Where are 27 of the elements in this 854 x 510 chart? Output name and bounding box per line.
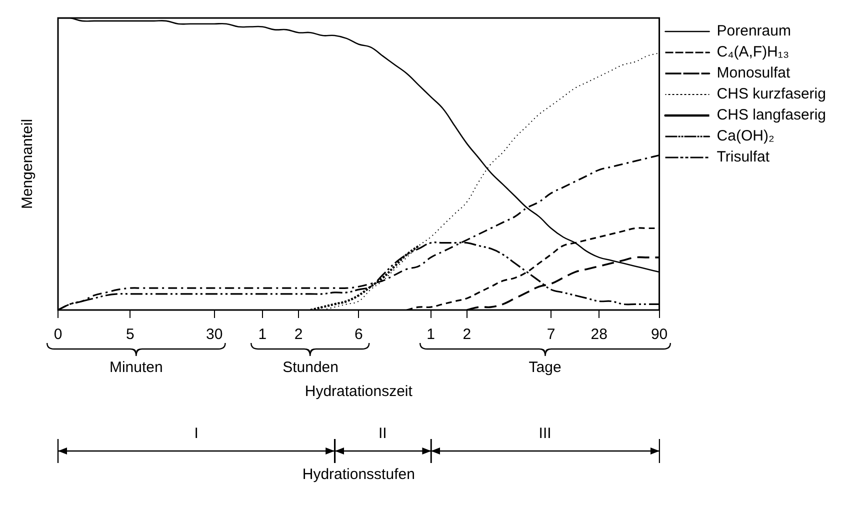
text: Stunden	[282, 359, 338, 376]
text: Minuten	[109, 359, 163, 376]
x-tick-label: 0	[54, 326, 62, 344]
legend-label: Trisulfat	[716, 148, 770, 166]
x-tick-label: 2	[294, 326, 303, 344]
legend-label: CHS kurzfaserig	[716, 86, 826, 103]
x-axis-title: Hydratationszeit	[304, 383, 414, 400]
x-tick-label: 28	[590, 326, 608, 344]
text: III	[538, 425, 552, 442]
y-axis-title: Mengenanteil	[19, 118, 36, 210]
x-tick-label: 1	[258, 326, 267, 344]
text: II	[378, 425, 387, 442]
text: Hydrationsstufen	[302, 466, 415, 484]
x-tick-label: 90	[650, 326, 668, 344]
x-tick-label: 1	[426, 326, 435, 344]
text: Tage	[528, 359, 562, 376]
legend-label: Monosulfat	[716, 64, 791, 82]
legend-label: Ca(OH)₂	[716, 128, 774, 145]
x-tick-label: 6	[354, 326, 363, 344]
text: I	[194, 425, 198, 442]
x-tick-label: 7	[546, 326, 556, 344]
x-tick-label: 5	[126, 326, 134, 344]
legend-label: Porenraum	[716, 22, 791, 40]
legend-label: C₄(A,F)H₁₃	[716, 44, 790, 61]
x-tick-label: 30	[206, 326, 223, 344]
x-tick-label: 2	[462, 326, 472, 344]
legend-label: CHS langfaserig	[716, 106, 826, 124]
